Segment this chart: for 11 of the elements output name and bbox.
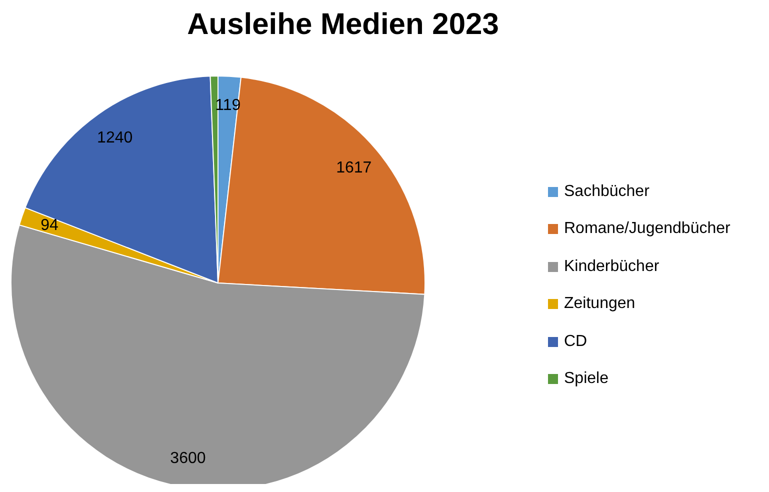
data-label: 3600 — [170, 450, 206, 467]
legend-label: Sachbücher — [564, 182, 650, 201]
data-label: 1617 — [336, 160, 372, 177]
data-label: 1240 — [97, 129, 133, 146]
legend-label: CD — [564, 332, 588, 351]
chart-title: Ausleihe Medien 2023 — [186, 8, 500, 42]
legend-label: Kinderbücher — [564, 258, 660, 276]
legend-label: Romane/Jugendbücher — [564, 220, 730, 238]
legend-label: Spiele — [564, 370, 608, 388]
legend-label: Zeitungen — [564, 295, 636, 314]
data-label: 94 — [40, 217, 58, 234]
